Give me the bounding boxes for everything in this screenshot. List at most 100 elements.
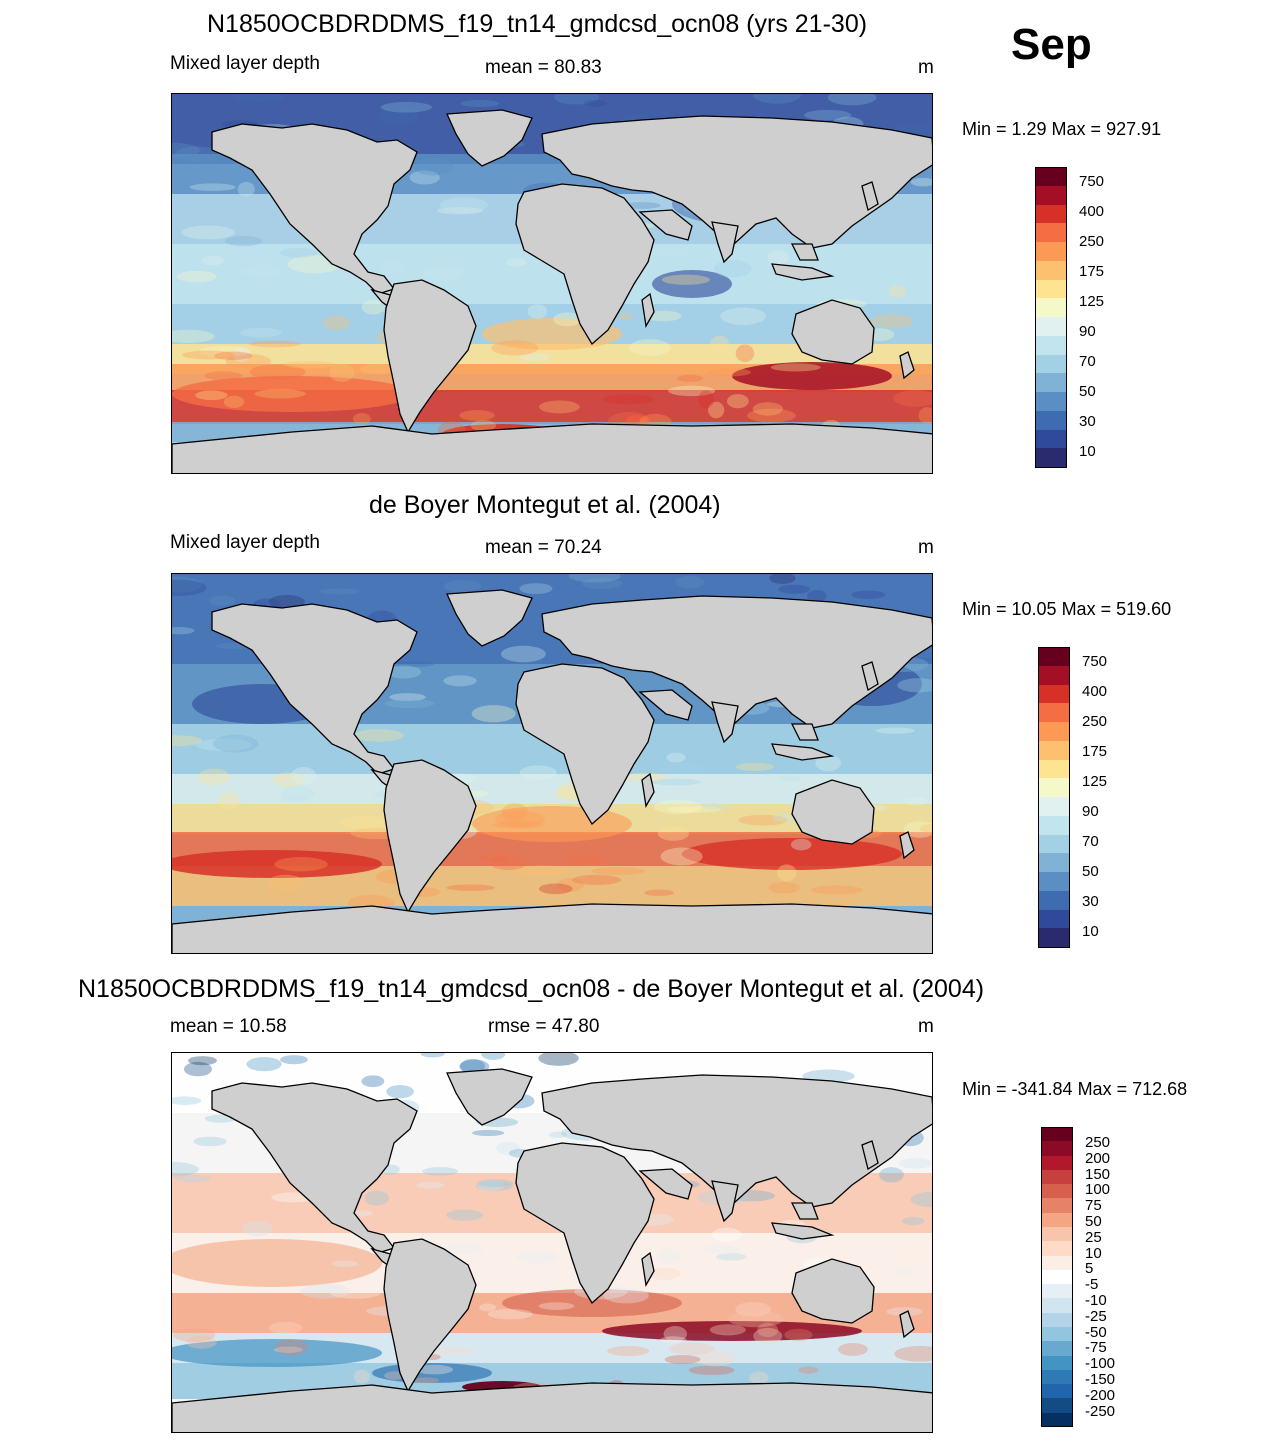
colorbar-tick-label: -10 <box>1085 1292 1107 1309</box>
panel-3-title: N1850OCBDRDDMS_f19_tn14_gmdcsd_ocn08 - d… <box>78 975 985 1003</box>
colorbar-swatch <box>1041 1184 1073 1199</box>
field-blob <box>186 1335 217 1349</box>
field-blob <box>172 142 200 158</box>
colorbar-swatch <box>1035 298 1067 318</box>
colorbar-swatch <box>1038 815 1070 835</box>
colorbar-swatch <box>1041 1355 1073 1371</box>
colorbar-swatch <box>1038 684 1070 704</box>
landmass <box>383 279 477 434</box>
landmass <box>770 263 835 281</box>
field-blob <box>495 1141 521 1155</box>
field-blob <box>172 579 207 596</box>
field-blob <box>708 368 752 377</box>
field-blob <box>567 856 608 865</box>
colorbar-tick-label: 175 <box>1079 263 1105 280</box>
panel-3-units: m <box>918 1016 934 1037</box>
field-blob <box>269 1321 303 1334</box>
field-blob <box>340 815 394 830</box>
field-blob <box>248 340 301 348</box>
field-blob <box>172 626 195 635</box>
field-blob <box>323 315 350 331</box>
panel-1-variable-label: Mixed layer depth <box>170 53 320 74</box>
colorbar-tick-label: 10 <box>1079 443 1096 460</box>
field-blob <box>553 312 582 327</box>
field-blob <box>443 675 477 687</box>
field-blob <box>653 799 702 815</box>
field-blob <box>790 838 812 851</box>
field-blob <box>386 665 422 679</box>
field-blob <box>199 345 251 357</box>
field-blob <box>281 785 316 801</box>
field-blob <box>318 588 360 595</box>
field-blob <box>491 340 539 356</box>
colorbar-tick-label: 50 <box>1082 863 1099 880</box>
field-blob <box>646 1267 681 1281</box>
colorbar-swatch <box>1035 317 1067 337</box>
landmass <box>790 1202 819 1220</box>
landmass <box>790 243 819 261</box>
colorbar-tick-label: 30 <box>1082 893 1099 910</box>
field-blob <box>568 574 621 583</box>
colorbar-tick-label: 175 <box>1082 743 1108 760</box>
field-blob <box>539 400 580 414</box>
field-blob <box>225 354 272 369</box>
colorbar-tick-label: 90 <box>1079 323 1096 340</box>
colorbar-swatch <box>1041 1127 1073 1142</box>
field-blob <box>223 395 245 408</box>
field-blob <box>472 1129 505 1137</box>
field-blob <box>676 374 703 382</box>
field-blob <box>214 351 253 360</box>
field-blob <box>623 202 661 209</box>
field-blob <box>172 1161 199 1177</box>
colorbar-swatch <box>1041 1341 1073 1357</box>
field-blob <box>710 335 729 351</box>
field-blob <box>918 407 932 424</box>
panel-2-title: de Boyer Montegut et al. (2004) <box>369 491 721 519</box>
field-blob <box>695 1350 736 1367</box>
field-blob <box>668 1342 715 1355</box>
field-blob <box>475 1181 514 1191</box>
field-blob <box>176 270 217 283</box>
field-blob <box>446 884 495 891</box>
colorbar-swatch <box>1038 647 1070 667</box>
field-blob <box>183 1061 213 1077</box>
field-blob <box>280 1055 308 1065</box>
panel-1-map <box>171 93 933 474</box>
colorbar-tick-label: -75 <box>1085 1339 1107 1357</box>
field-blob <box>919 824 932 834</box>
field-blob <box>188 1056 217 1066</box>
field-blob <box>732 362 892 390</box>
field-blob <box>479 1303 497 1312</box>
field-blob <box>894 1346 932 1362</box>
field-blob <box>246 1057 282 1072</box>
field-blob <box>212 204 230 216</box>
field-blob <box>300 1283 351 1299</box>
field-blob <box>757 1322 779 1338</box>
landmass <box>541 1074 932 1208</box>
field-blob <box>752 402 783 416</box>
field-blob <box>898 1157 932 1169</box>
field-blob <box>715 1253 747 1261</box>
field-blob <box>172 1339 382 1367</box>
field-blob <box>650 778 702 786</box>
colorbar-swatch <box>1041 1169 1073 1185</box>
landmass <box>515 663 655 826</box>
field-blob <box>477 1179 505 1192</box>
field-blob <box>664 1354 701 1365</box>
landmass <box>641 772 655 808</box>
colorbar-swatch <box>1038 834 1070 854</box>
panel-2-map-svg <box>172 574 932 953</box>
field-blob <box>204 371 243 380</box>
field-blob <box>361 300 386 315</box>
landmass <box>211 1082 418 1254</box>
field-blob <box>910 177 932 187</box>
field-blob <box>420 1053 445 1058</box>
colorbar-swatch <box>1038 928 1070 948</box>
field-blob <box>903 796 928 806</box>
colorbar-swatch <box>1041 1298 1073 1314</box>
field-blob <box>332 1260 359 1268</box>
panel-1-map-svg <box>172 94 932 473</box>
field-blob <box>459 410 495 421</box>
field-blob <box>232 346 250 362</box>
field-blob <box>514 865 570 878</box>
